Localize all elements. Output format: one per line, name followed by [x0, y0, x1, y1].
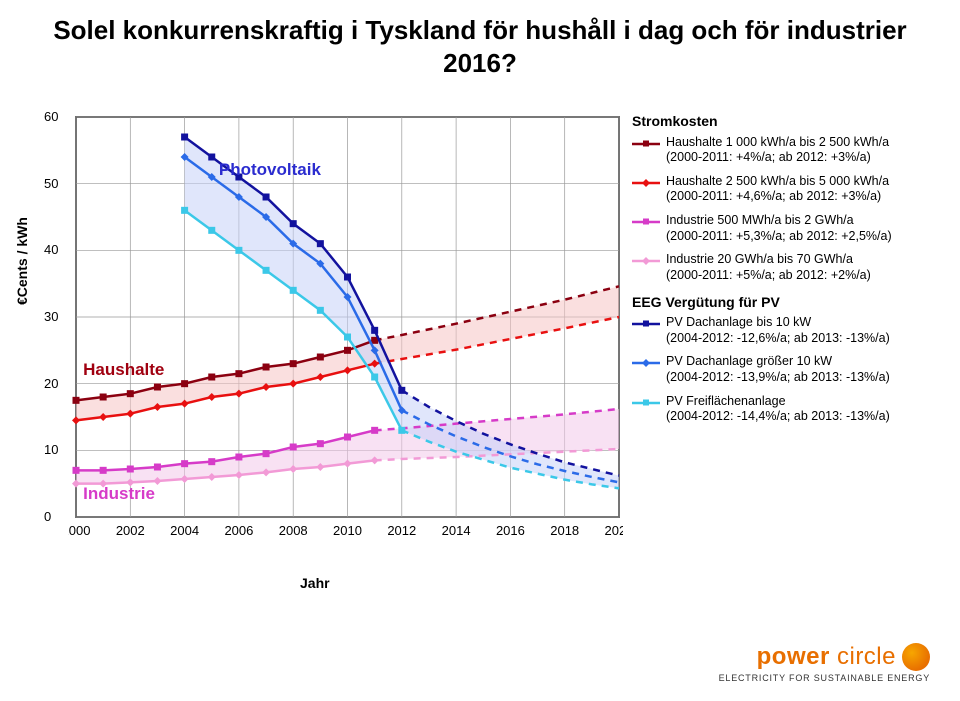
y-tick-label: 30 [44, 309, 58, 324]
svg-text:2002: 2002 [116, 523, 145, 538]
y-tick-label: 0 [44, 509, 51, 524]
legend-header: Stromkosten [632, 113, 938, 131]
chart-container: €Cents / kWh 200020022004200620082010201… [20, 105, 940, 595]
legend-swatch [632, 318, 660, 330]
legend-header: EEG Vergütung für PV [632, 294, 938, 312]
logo-subtitle: ELECTRICITY FOR SUSTAINABLE ENERGY [719, 673, 930, 683]
legend-item: PV Dachanlage größer 10 kW(2004-2012: -1… [632, 354, 938, 385]
svg-text:2020: 2020 [605, 523, 623, 538]
legend-item: PV Dachanlage bis 10 kW(2004-2012: -12,6… [632, 315, 938, 346]
svg-text:2006: 2006 [224, 523, 253, 538]
legend-swatch [632, 177, 660, 189]
legend-swatch [632, 397, 660, 409]
y-tick-label: 60 [44, 109, 58, 124]
svg-text:2010: 2010 [333, 523, 362, 538]
legend-item: PV Freiflächenanlage(2004-2012: -14,4%/a… [632, 394, 938, 425]
legend-item: Haushalte 1 000 kWh/a bis 2 500 kWh/a(20… [632, 135, 938, 166]
chart-annotation: Haushalte [83, 360, 164, 380]
legend-text: PV Dachanlage größer 10 kW(2004-2012: -1… [666, 354, 938, 385]
legend-item: Industrie 500 MWh/a bis 2 GWh/a(2000-201… [632, 213, 938, 244]
chart-annotation: Industrie [83, 484, 155, 504]
logo-word-2: circle [837, 643, 896, 670]
svg-text:2016: 2016 [496, 523, 525, 538]
y-tick-label: 50 [44, 176, 58, 191]
y-tick-label: 20 [44, 376, 58, 391]
svg-text:2018: 2018 [550, 523, 579, 538]
legend-text: PV Dachanlage bis 10 kW(2004-2012: -12,6… [666, 315, 938, 346]
logo-circle-icon [902, 643, 930, 671]
legend-item: Haushalte 2 500 kWh/a bis 5 000 kWh/a(20… [632, 174, 938, 205]
legend-text: PV Freiflächenanlage(2004-2012: -14,4%/a… [666, 394, 938, 425]
plot-svg: 2000 2002 2004 2006 2008 2010 2012 2014 2016 2018… [68, 113, 623, 545]
legend-item: Industrie 20 GWh/a bis 70 GWh/a(2000-201… [632, 252, 938, 283]
legend-text: Industrie 20 GWh/a bis 70 GWh/a(2000-201… [666, 252, 938, 283]
svg-text:2008: 2008 [279, 523, 308, 538]
legend: Stromkosten Haushalte 1 000 kWh/a bis 2 … [632, 109, 938, 433]
svg-text:2004: 2004 [170, 523, 199, 538]
legend-text: Haushalte 2 500 kWh/a bis 5 000 kWh/a(20… [666, 174, 938, 205]
chart-plot: 2000 2002 2004 2006 2008 2010 2012 2014 2016 2018… [68, 113, 623, 545]
y-tick-label: 40 [44, 242, 58, 257]
y-axis-label: €Cents / kWh [14, 217, 30, 305]
legend-text: Haushalte 1 000 kWh/a bis 2 500 kWh/a(20… [666, 135, 938, 166]
svg-text:2012: 2012 [387, 523, 416, 538]
svg-text:2014: 2014 [442, 523, 471, 538]
legend-swatch [632, 216, 660, 228]
legend-text: Industrie 500 MWh/a bis 2 GWh/a(2000-201… [666, 213, 938, 244]
y-tick-label: 10 [44, 442, 58, 457]
page-title: Solel konkurrenskraftig i Tyskland för h… [0, 0, 960, 85]
brand-logo: power circle ELECTRICITY FOR SUSTAINABLE… [719, 643, 930, 683]
legend-swatch [632, 138, 660, 150]
logo-word-1: power [757, 643, 830, 670]
legend-swatch [632, 357, 660, 369]
svg-text:2000: 2000 [68, 523, 90, 538]
x-axis-label: Jahr [300, 575, 330, 591]
legend-swatch [632, 255, 660, 267]
chart-annotation: Photovoltaik [219, 160, 321, 180]
